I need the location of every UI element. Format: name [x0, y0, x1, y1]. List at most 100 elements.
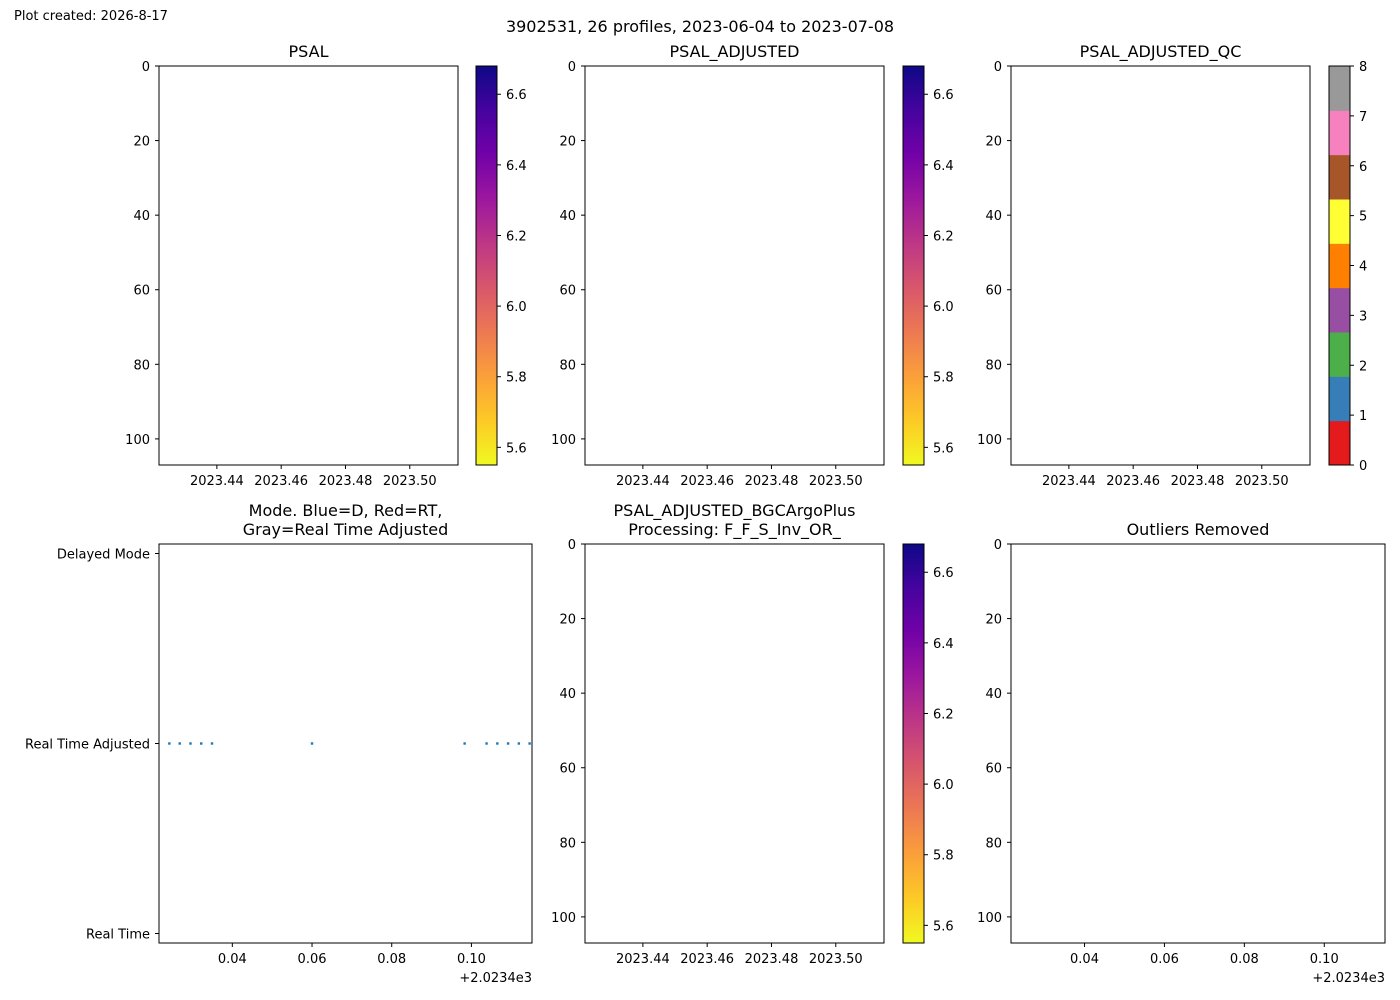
colorbar-tick-label: 6.6 [933, 566, 954, 581]
x-tick-label: 2023.48 [1171, 474, 1225, 489]
x-tick-label: 0.10 [1310, 952, 1339, 967]
panel-title: Processing: F_F_S_Inv_OR_ [628, 520, 842, 540]
mode-point [517, 742, 521, 745]
colorbar-tick-label: 5.6 [933, 919, 954, 934]
colorbar-segment [1329, 420, 1350, 466]
panel-title: PSAL_ADJUSTED [669, 42, 799, 62]
plot-area [1010, 543, 1386, 944]
x-tick-label: 2023.46 [1106, 474, 1160, 489]
colorbar-tick-label: 5 [1359, 210, 1367, 225]
x-tick-label: 2023.50 [809, 952, 863, 967]
y-tick-label: 60 [985, 762, 1002, 777]
x-tick-label: 2023.50 [809, 474, 863, 489]
colorbar-segment [1329, 199, 1350, 244]
mode-point [189, 742, 192, 745]
colorbar-segment [1329, 376, 1350, 422]
y-tick-label: 100 [551, 433, 576, 448]
mode-point [485, 742, 488, 745]
y-tick-label: 80 [559, 358, 576, 373]
colorbar-frame [902, 65, 925, 466]
colorbar-gradient [476, 66, 497, 465]
colorbar-tick-label: 5.8 [506, 371, 527, 386]
plot-created-text: Plot created: 2026-8-17 [14, 9, 168, 24]
y-tick-label: 40 [985, 687, 1002, 702]
colorbar-frame [475, 65, 498, 466]
y-tick-label: 20 [985, 135, 1002, 150]
y-tick-label: 40 [559, 687, 576, 702]
y-tick-label: 0 [142, 60, 150, 75]
colorbar-tick-label: 6.4 [506, 159, 527, 174]
y-tick-label: 20 [985, 613, 1002, 628]
panel-title: PSAL [289, 42, 329, 61]
chart-panel-2: PSAL_ADJUSTED 2023.44 2023.46 2023.48 2023.5… [551, 42, 954, 489]
colorbar-tick-label: 5.6 [506, 441, 527, 456]
x-tick-label: 2023.44 [1042, 474, 1096, 489]
mode-point [463, 742, 466, 745]
x-offset-label: +2.0234e3 [1312, 971, 1385, 986]
colorbar-tick-label: 3 [1359, 309, 1367, 324]
x-tick-label: 2023.44 [616, 474, 670, 489]
y-tick-label: 60 [133, 284, 150, 299]
y-tick-label: 100 [977, 433, 1002, 448]
y-tick-label: Real Time [86, 928, 150, 943]
x-offset-label: +2.0234e3 [459, 971, 532, 986]
y-tick-label: 20 [133, 135, 150, 150]
y-tick-label: 100 [551, 911, 576, 926]
colorbar: 5.6 5.8 6.0 6.2 6.4 6.6 [902, 65, 954, 466]
x-tick-label: 2023.46 [254, 474, 308, 489]
x-tick-label: 2023.50 [383, 474, 437, 489]
x-tick-label: 0.06 [298, 952, 327, 967]
colorbar-tick-label: 5.8 [933, 371, 954, 386]
plot-area [584, 65, 885, 466]
colorbar-segment [1329, 154, 1350, 200]
y-tick-label: 0 [994, 60, 1002, 75]
mode-point [200, 742, 203, 745]
y-tick-label: 40 [559, 209, 576, 224]
x-tick-label: 2023.48 [319, 474, 373, 489]
mode-point [506, 742, 510, 745]
y-tick-label: 40 [133, 209, 150, 224]
mode-point [210, 742, 214, 745]
x-tick-label: 2023.48 [745, 474, 799, 489]
colorbar-segment [1329, 110, 1350, 156]
y-tick-label: Delayed Mode [57, 548, 150, 563]
y-tick-label: 60 [559, 284, 576, 299]
x-tick-label: 2023.46 [680, 952, 734, 967]
mode-point [528, 742, 531, 745]
y-tick-label: 20 [559, 613, 576, 628]
mode-point [168, 742, 171, 745]
y-tick-label: 20 [559, 135, 576, 150]
colorbar-tick-label: 8 [1359, 60, 1367, 75]
y-tick-label: 60 [985, 284, 1002, 299]
colorbar-tick-label: 6.2 [506, 229, 527, 244]
colorbar-tick-label: 6.0 [933, 778, 954, 793]
x-tick-label: 0.08 [377, 952, 406, 967]
colorbar-segment [1329, 66, 1350, 111]
colorbar-segment [1329, 287, 1350, 333]
x-tick-label: 2023.46 [680, 474, 734, 489]
colorbar-tick-label: 2 [1359, 359, 1367, 374]
colorbar-tick-label: 6.4 [933, 637, 954, 652]
colorbar-tick-label: 6.6 [933, 88, 954, 103]
plot-area [1010, 65, 1311, 466]
y-tick-label: 60 [559, 762, 576, 777]
panel-title: PSAL_ADJUSTED_QC [1080, 42, 1242, 62]
colorbar-tick-label: 5.6 [933, 441, 954, 456]
colorbar-segment [1329, 332, 1350, 377]
x-tick-label: 2023.44 [190, 474, 244, 489]
colorbar-tick-label: 6.4 [933, 159, 954, 174]
y-tick-label: Real Time Adjusted [25, 738, 150, 753]
colorbar: 0 1 2 3 4 5 6 7 8 [1328, 60, 1367, 474]
colorbar-gradient [903, 544, 924, 943]
y-tick-label: 0 [568, 538, 576, 553]
y-tick-label: 0 [994, 538, 1002, 553]
colorbar-tick-label: 6.2 [933, 229, 954, 244]
colorbar-tick-label: 1 [1359, 409, 1367, 424]
mode-point [310, 742, 314, 745]
colorbar-tick-label: 6.0 [506, 300, 527, 315]
colorbar-gradient [903, 66, 924, 465]
colorbar-tick-label: 6 [1359, 160, 1367, 175]
x-tick-label: 2023.44 [616, 952, 670, 967]
y-tick-label: 80 [559, 836, 576, 851]
